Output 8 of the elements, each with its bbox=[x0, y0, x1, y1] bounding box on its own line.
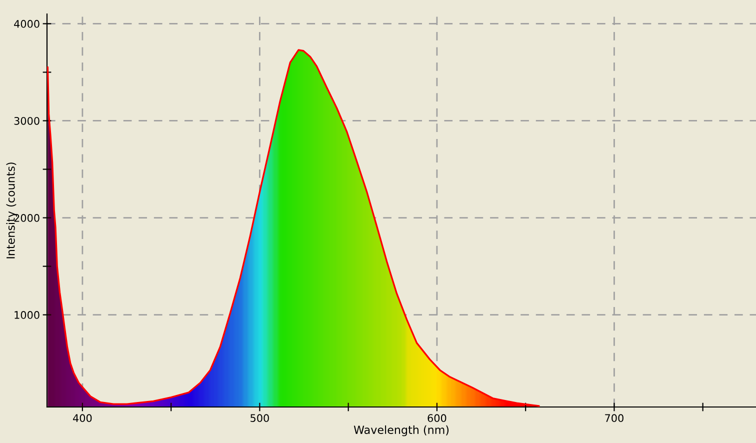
x-tick-label: 700 bbox=[605, 414, 624, 422]
x-tick-label: 400 bbox=[73, 414, 92, 422]
x-tick-label: 600 bbox=[428, 414, 446, 422]
x-axis-title: Wavelength (nm) bbox=[354, 425, 449, 436]
y-tick-label: 3000 bbox=[14, 116, 40, 125]
y-tick-label: 4000 bbox=[14, 20, 40, 28]
x-tick-label: 500 bbox=[250, 414, 269, 422]
y-tick-label: 1000 bbox=[14, 311, 40, 319]
